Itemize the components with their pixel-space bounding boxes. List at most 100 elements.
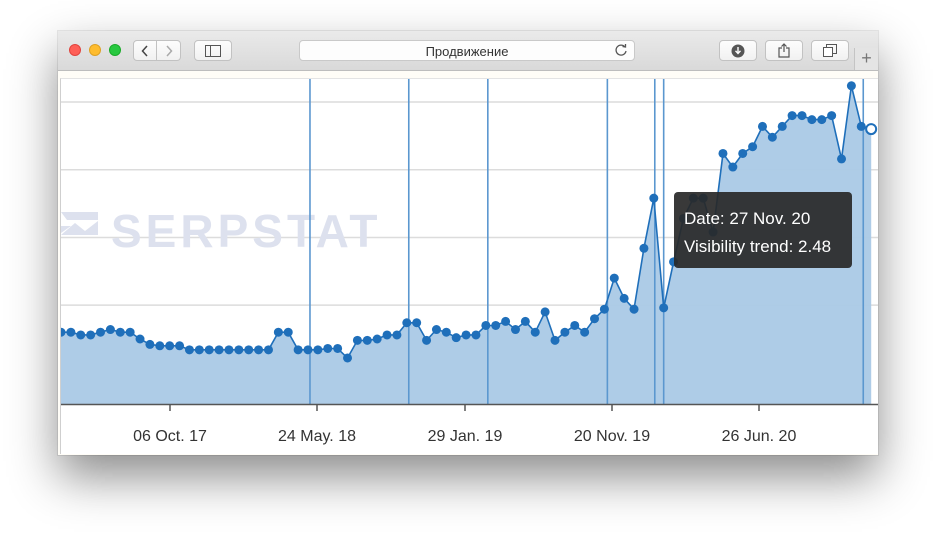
data-point [86,330,96,340]
data-point [590,314,600,324]
data-point [609,273,619,283]
data-point [273,327,283,337]
data-point [837,154,847,164]
data-point [254,345,264,355]
data-point [204,345,214,355]
close-window-button[interactable] [69,44,81,56]
serpstat-watermark: SERPSTAT [61,205,382,257]
data-point [856,121,866,131]
data-point [540,307,550,317]
data-point [145,339,155,349]
data-point [165,341,175,351]
data-point [580,327,590,337]
data-point [66,327,76,337]
data-point [599,304,609,314]
zoom-window-button[interactable] [109,44,121,56]
data-point [303,345,313,355]
data-point [491,320,501,330]
data-point [530,327,540,337]
tabs-icon [823,44,837,57]
download-icon [731,44,745,57]
x-tick-label: 06 Oct. 17 [133,428,207,445]
x-tick-label: 29 Jan. 19 [428,428,503,445]
data-point [343,353,353,363]
data-point [412,318,422,328]
data-point [659,303,669,313]
data-point [234,345,244,355]
forward-button[interactable] [157,40,181,61]
data-point [738,148,748,158]
data-point [520,316,530,326]
tooltip-trend-value: 2.48 [798,237,832,256]
data-point [224,345,234,355]
downloads-button[interactable] [719,40,757,61]
data-point [748,142,758,152]
chart-svg: SERPSTAT 06 Oct. 17 24 May. 18 29 Jan. 19 2… [58,79,878,445]
reload-icon[interactable] [614,43,628,58]
sidebar-button[interactable] [194,40,232,61]
minimize-window-button[interactable] [89,44,101,56]
tooltip-trend-row: Visibility trend: 2.48 [684,233,852,261]
data-point [263,345,273,355]
data-point [214,345,224,355]
data-point [550,335,560,345]
data-point [777,121,787,131]
data-point [194,345,204,355]
data-point [392,330,402,340]
forward-icon [165,44,173,57]
show-tabs-button[interactable] [811,40,849,61]
new-tab-button[interactable]: + [854,48,878,70]
page-content: SERPSTAT 06 Oct. 17 24 May. 18 29 Jan. 19 2… [58,71,878,455]
data-point [560,327,570,337]
sidebar-icon [205,44,221,57]
address-bar[interactable]: Продвижение [299,40,635,61]
browser-window: Продвижение + SERPSTAT [58,31,878,455]
data-point [135,334,145,344]
data-point [422,335,432,345]
data-point [372,334,382,344]
tooltip-trend-label: Visibility trend: [684,237,794,256]
data-point [76,330,86,340]
chart-tooltip: Date: 27 Nov. 20 Visibility trend: 2.48 [674,192,852,268]
data-point [787,111,797,121]
data-point [431,325,441,335]
data-point [441,327,451,337]
data-point [510,325,520,335]
data-point [293,345,303,355]
serpstat-logo-icon [61,212,98,235]
data-point [649,193,659,203]
x-tick-label: 24 May. 18 [278,428,356,445]
data-point [333,343,343,353]
data-point [757,121,767,131]
series-area [61,85,872,405]
data-point [283,327,293,337]
tooltip-date-row: Date: 27 Nov. 20 [684,205,852,233]
data-point [827,111,837,121]
page-title: Продвижение [425,44,509,59]
share-icon [778,43,790,58]
share-button[interactable] [765,40,803,61]
data-point [501,316,511,326]
data-point [570,320,580,330]
data-point [125,327,135,337]
data-point [451,333,461,343]
data-point [846,81,856,91]
data-point [402,318,412,328]
data-points [58,81,878,363]
data-point [362,335,372,345]
data-point [797,111,807,121]
data-point [481,320,491,330]
data-point [767,132,777,142]
area-fill [61,85,872,405]
data-point [105,325,115,335]
data-point [352,335,362,345]
back-button[interactable] [133,40,157,61]
data-point [728,162,738,172]
data-point [817,115,827,125]
watermark-text: SERPSTAT [111,205,382,257]
x-axis: 06 Oct. 17 24 May. 18 29 Jan. 19 20 Nov. 19… [61,403,878,445]
data-point [155,341,165,351]
data-point [461,330,471,340]
data-point [184,345,194,355]
data-point [619,293,629,303]
